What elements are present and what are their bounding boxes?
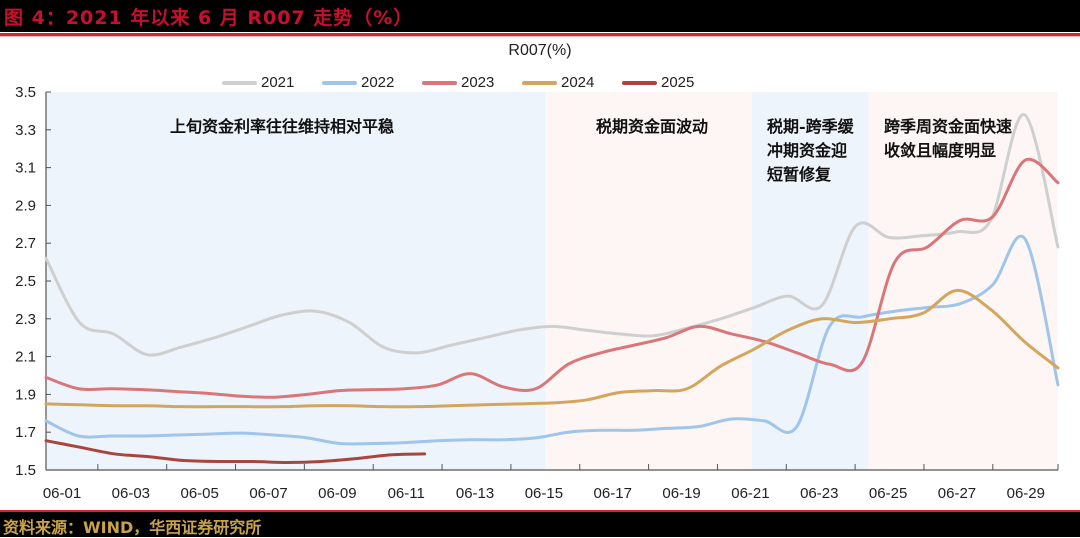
x-tick-label: 06-15	[525, 485, 563, 502]
x-tick-label: 06-29	[1007, 485, 1045, 502]
bottom-rule	[0, 510, 1080, 512]
figure-title: 图 4：2021 年以来 6 月 R007 走势（%）	[4, 7, 414, 29]
legend-swatch	[422, 80, 457, 85]
series-line-2024	[44, 288, 1060, 409]
series-line-2023	[44, 157, 1060, 399]
figure-title-bar	[0, 0, 1080, 32]
x-tick-label: 06-23	[800, 485, 838, 502]
legend-label: 2022	[361, 74, 395, 91]
y-tick-label: 1.9	[15, 386, 36, 403]
region-annotation: 税期资金面波动	[596, 117, 708, 136]
y-tick-label: 1.7	[15, 424, 36, 441]
shaded-region	[545, 92, 752, 470]
series-line-2022	[44, 234, 1060, 446]
legend-item-2022: 2022	[322, 74, 422, 91]
legend-item-2025: 2025	[622, 74, 722, 91]
y-tick-label: 2.1	[15, 349, 36, 366]
shaded-region	[46, 92, 546, 470]
shaded-region	[751, 92, 869, 470]
legend-swatch	[322, 80, 357, 85]
legend-label: 2023	[461, 74, 495, 91]
legend-swatch	[622, 80, 657, 85]
region-annotation: 收敛且幅度明显	[884, 141, 996, 160]
legend-swatch	[222, 80, 257, 85]
region-annotation: 税期-跨季缓	[767, 117, 855, 136]
y-tick-label: 2.5	[15, 273, 36, 290]
legend-label: 2025	[661, 74, 695, 91]
x-tick-label: 06-05	[180, 485, 218, 502]
region-annotation: 上旬资金利率往往维持相对平稳	[170, 117, 394, 136]
legend: 2021 2022 2023 2024 2025	[222, 74, 722, 91]
x-tick-label: 06-13	[456, 485, 494, 502]
x-tick-label: 06-21	[731, 485, 769, 502]
legend-item-2021: 2021	[222, 74, 322, 91]
x-tick-label: 06-25	[869, 485, 907, 502]
legend-swatch	[522, 80, 557, 85]
legend-label: 2021	[261, 74, 295, 91]
y-tick-label: 3.3	[15, 122, 36, 139]
region-annotation: 冲期资金迎	[767, 141, 847, 160]
series-line-2021	[44, 113, 1060, 357]
top-rule-light	[0, 36, 1080, 37]
legend-item-2024: 2024	[522, 74, 622, 91]
y-tick-label: 2.7	[15, 235, 36, 252]
footer-bar	[0, 512, 1080, 537]
shaded-region	[868, 92, 1058, 470]
y-tick-label: 1.5	[15, 462, 36, 479]
x-tick-label: 06-27	[938, 485, 976, 502]
x-tick-label: 06-07	[249, 485, 287, 502]
y-tick-label: 2.9	[15, 197, 36, 214]
source-note: 资料来源：WIND，华西证券研究所	[3, 518, 262, 537]
legend-item-2023: 2023	[422, 74, 522, 91]
y-tick-label: 3.1	[15, 160, 36, 177]
legend-label: 2024	[561, 74, 595, 91]
y-tick-label: 2.3	[15, 311, 36, 328]
y-tick-label: 3.5	[15, 84, 36, 101]
x-tick-label: 06-09	[318, 485, 356, 502]
top-rule	[0, 33, 1080, 36]
x-tick-label: 06-19	[662, 485, 700, 502]
x-tick-label: 06-17	[594, 485, 632, 502]
chart-title: R007(%)	[508, 42, 572, 59]
series-line-2025	[44, 439, 427, 464]
region-annotation: 短暂修复	[767, 165, 832, 184]
x-tick-label: 06-11	[388, 485, 425, 502]
region-annotation: 跨季周资金面快速	[884, 117, 1012, 136]
x-tick-label: 06-03	[112, 485, 150, 502]
x-tick-label: 06-01	[43, 485, 81, 502]
